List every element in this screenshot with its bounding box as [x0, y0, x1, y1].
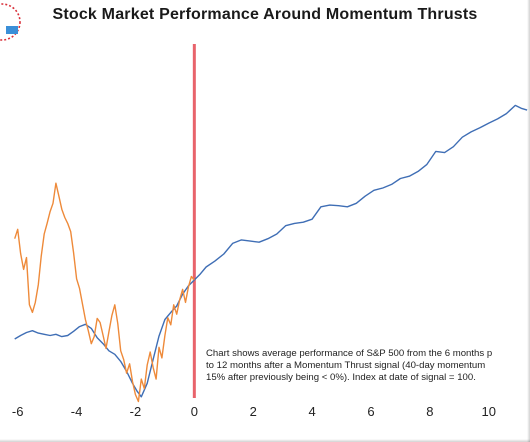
- x-tick-label: 8: [426, 404, 433, 419]
- chart-annotation: Chart shows average performance of S&P 5…: [206, 348, 493, 383]
- x-tick-label: 0: [191, 404, 198, 419]
- x-tick-label: -4: [71, 404, 83, 419]
- series-line-2: [14, 182, 195, 403]
- x-tick-label: 6: [367, 404, 374, 419]
- page-shadow-bottom: [0, 439, 530, 442]
- page-shadow-right: [527, 0, 530, 442]
- x-tick-label: 2: [250, 404, 257, 419]
- x-tick-label: -6: [12, 404, 24, 419]
- x-tick-label: -2: [130, 404, 142, 419]
- logo-badge: [0, 3, 21, 41]
- x-tick-label: 10: [482, 404, 496, 419]
- series-line-1: [14, 104, 528, 398]
- x-tick-label: 4: [308, 404, 315, 419]
- chart-title: Stock Market Performance Around Momentum…: [52, 6, 478, 23]
